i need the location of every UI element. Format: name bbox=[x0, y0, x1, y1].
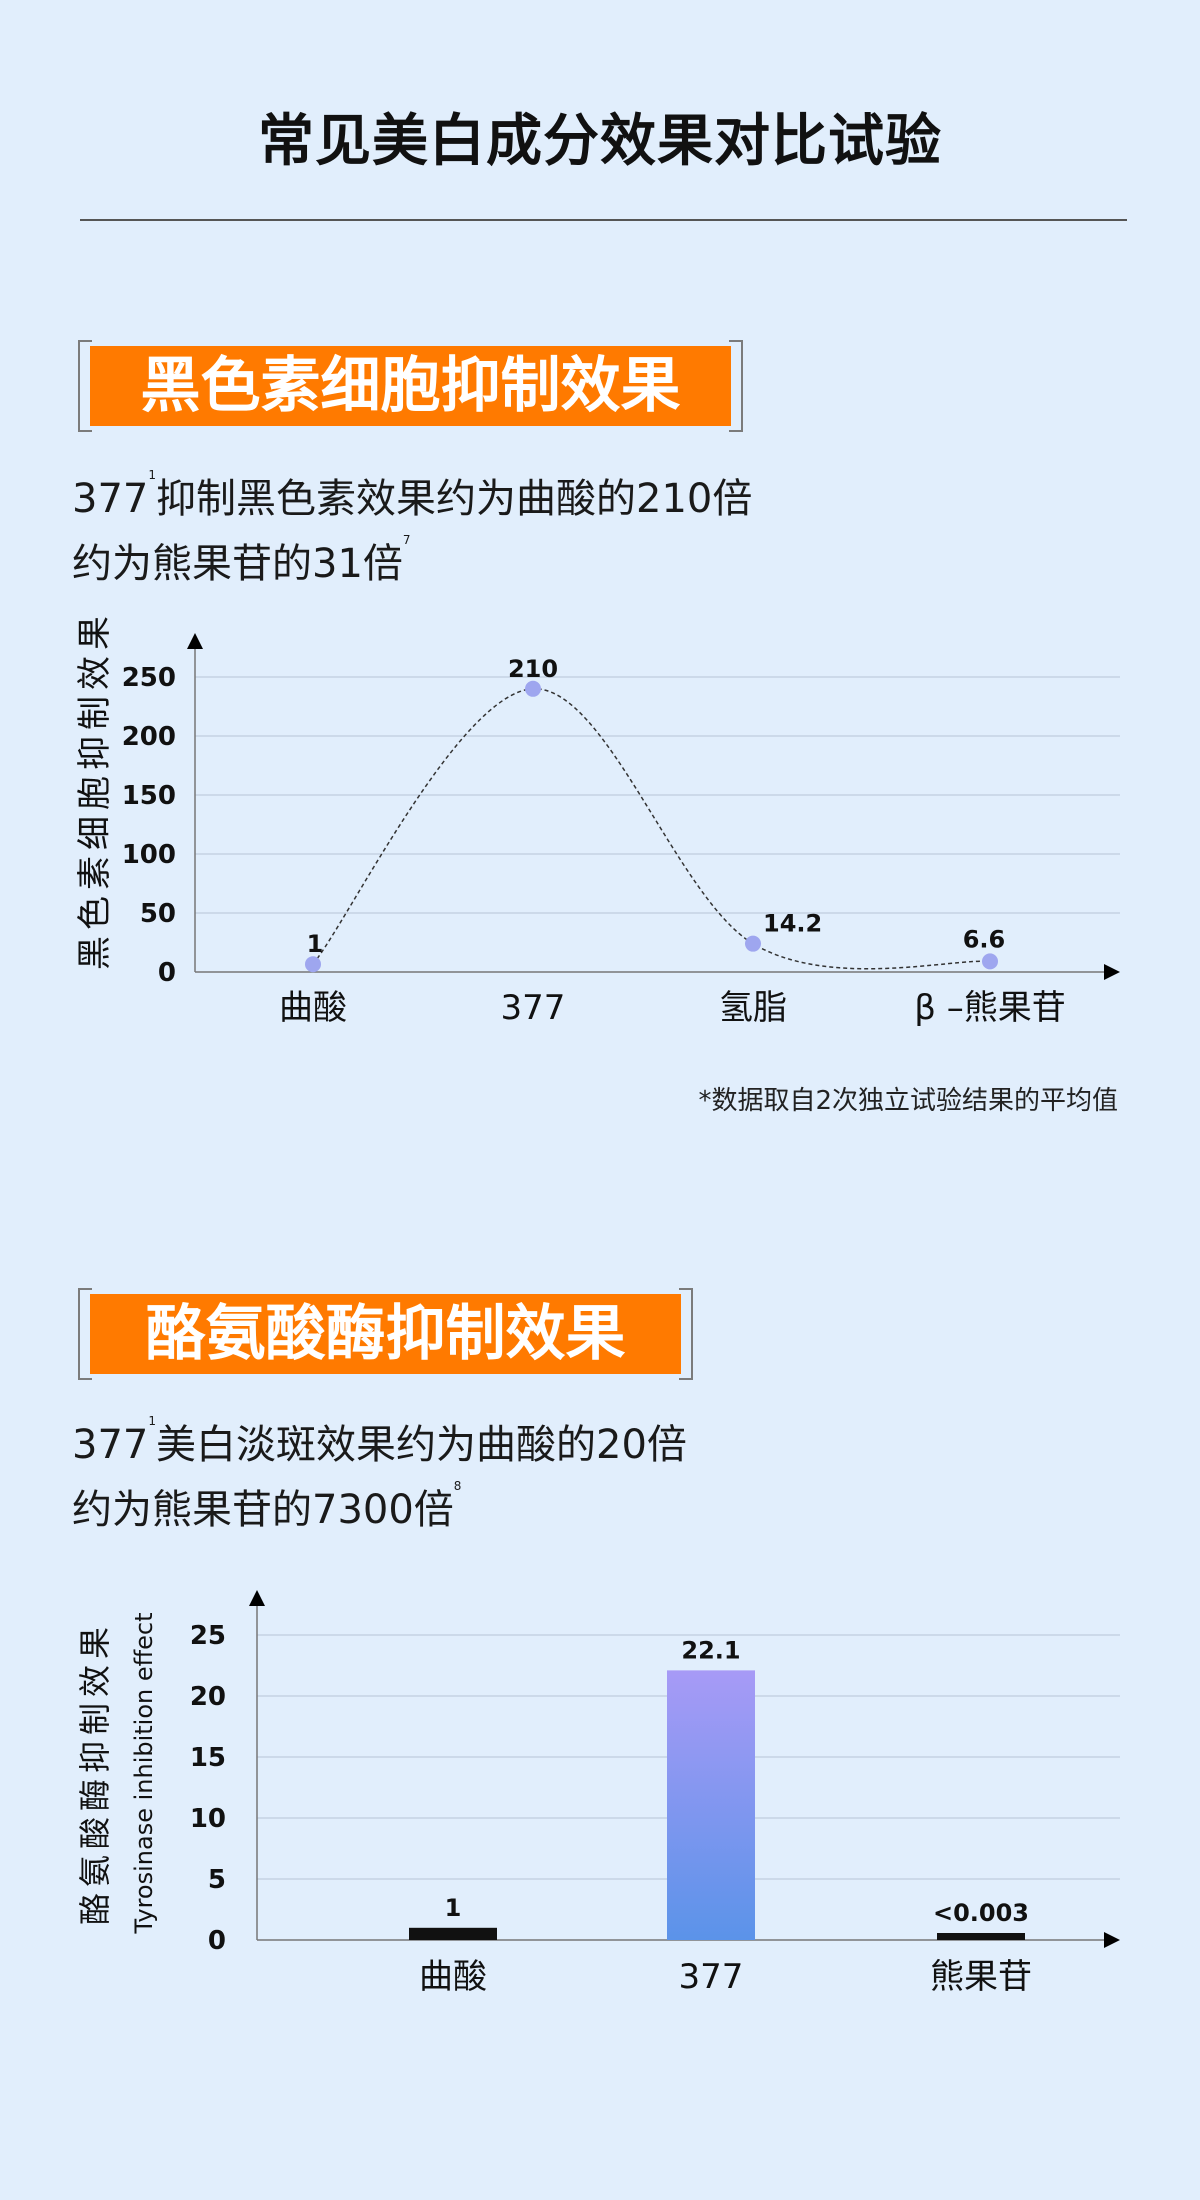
axes bbox=[187, 633, 1120, 980]
bracket-left bbox=[78, 340, 92, 432]
section-title: 黑色素细胞抑制效果 bbox=[90, 346, 731, 426]
title-divider bbox=[80, 219, 1127, 221]
data-points bbox=[305, 680, 998, 973]
y-axis-label: 酪氨酸酶抑制效果 bbox=[76, 1621, 114, 1925]
bracket-left bbox=[78, 1288, 92, 1380]
bar bbox=[937, 1933, 1025, 1940]
data-point bbox=[305, 956, 321, 973]
melanocyte-line-chart: 0 50 100 150 200 250 1 210 14.2 6.6 曲酸 377 氢脂 β –熊果… bbox=[75, 610, 1120, 1028]
y-tick-labels: 0 50 100 150 200 250 bbox=[122, 663, 176, 988]
y-tick-label: 200 bbox=[122, 722, 176, 752]
y-tick-labels: 0 5 10 15 20 25 bbox=[190, 1621, 226, 1956]
y-tick-label: 100 bbox=[122, 840, 176, 870]
data-label: 14.2 bbox=[763, 910, 822, 938]
footnote-ref: 8 bbox=[453, 1479, 462, 1493]
x-tick-label: 377 bbox=[679, 1957, 744, 1997]
y-axis-label: 黑色素细胞抑制效果 bbox=[75, 610, 115, 970]
x-tick-label: β –熊果苷 bbox=[914, 988, 1066, 1028]
footnote-ref: 7 bbox=[402, 533, 411, 547]
claim-product: 377 bbox=[72, 1422, 149, 1468]
y-tick-label: 0 bbox=[158, 958, 176, 988]
x-tick-label: 曲酸 bbox=[279, 988, 347, 1028]
data-label: <0.003 bbox=[933, 1899, 1029, 1927]
data-label: 1 bbox=[445, 1894, 462, 1922]
y-tick-label: 25 bbox=[190, 1621, 226, 1651]
x-tick-label: 377 bbox=[501, 988, 566, 1028]
y-axis-arrow bbox=[249, 1590, 265, 1606]
x-tick-labels: 曲酸 377 熊果苷 bbox=[419, 1957, 1032, 1997]
data-point bbox=[982, 953, 998, 970]
x-tick-label: 熊果苷 bbox=[930, 1957, 1032, 1997]
claim-text: 约为熊果苷的7300倍 bbox=[72, 1487, 454, 1533]
x-axis-arrow bbox=[1104, 964, 1120, 980]
y-tick-label: 10 bbox=[190, 1804, 226, 1834]
tyrosinase-bar-chart: 0 5 10 15 20 25 1 22.1 <0.003 曲酸 377 熊果苷 酪氨酸酶抑制效果… bbox=[76, 1590, 1120, 1997]
claim-text: 美白淡斑效果约为曲酸的20倍 bbox=[156, 1422, 687, 1468]
y-tick-label: 5 bbox=[208, 1865, 226, 1895]
section-title: 酪氨酸酶抑制效果 bbox=[90, 1294, 681, 1374]
data-labels: 1 22.1 <0.003 bbox=[445, 1636, 1029, 1927]
y-axis-arrow bbox=[187, 633, 203, 649]
claim-line-1: 3771抑制黑色素效果约为曲酸的210倍 bbox=[72, 466, 752, 524]
claim-line-1: 3771美白淡斑效果约为曲酸的20倍 bbox=[72, 1412, 687, 1470]
data-label: 210 bbox=[508, 655, 558, 683]
bars bbox=[409, 1670, 1025, 1940]
data-label: 22.1 bbox=[681, 1636, 740, 1664]
x-axis-arrow bbox=[1104, 1932, 1120, 1948]
y-tick-label: 15 bbox=[190, 1743, 226, 1773]
y-tick-label: 20 bbox=[190, 1682, 226, 1712]
claim-line-2: 约为熊果苷的31倍7 bbox=[72, 531, 411, 589]
grid bbox=[195, 676, 1120, 914]
claim-text: 抑制黑色素效果约为曲酸的210倍 bbox=[156, 476, 753, 522]
y-tick-label: 150 bbox=[122, 781, 176, 811]
data-label: 6.6 bbox=[963, 925, 1006, 953]
x-tick-label: 氢脂 bbox=[719, 988, 787, 1028]
x-tick-labels: 曲酸 377 氢脂 β –熊果苷 bbox=[279, 988, 1066, 1028]
footnote-ref: 1 bbox=[148, 1414, 156, 1428]
footnote: *数据取自2次独立试验结果的平均值 bbox=[698, 1086, 1118, 1116]
claim-product: 377 bbox=[72, 476, 149, 522]
section-header-melanocyte: 黑色素细胞抑制效果 bbox=[78, 340, 743, 432]
bracket-right bbox=[679, 1288, 693, 1380]
section-header-tyrosinase: 酪氨酸酶抑制效果 bbox=[78, 1288, 693, 1380]
data-label: 1 bbox=[307, 930, 324, 958]
y-tick-label: 250 bbox=[122, 663, 176, 693]
claim-text: 约为熊果苷的31倍 bbox=[72, 541, 403, 587]
page-title: 常见美白成分效果对比试验 bbox=[258, 109, 942, 174]
y-tick-label: 50 bbox=[140, 899, 176, 929]
data-point bbox=[525, 680, 541, 697]
claim-line-2: 约为熊果苷的7300倍8 bbox=[72, 1477, 461, 1535]
bar bbox=[409, 1927, 497, 1940]
data-labels: 1 210 14.2 6.6 bbox=[307, 655, 1006, 958]
y-tick-label: 0 bbox=[208, 1926, 226, 1956]
x-tick-label: 曲酸 bbox=[419, 1957, 487, 1997]
bracket-right bbox=[729, 340, 743, 432]
y-axis-label-english: Tyrosinase inhibition effect bbox=[130, 1612, 158, 1934]
footnote-ref: 1 bbox=[148, 468, 156, 482]
data-point bbox=[745, 935, 761, 952]
series-line bbox=[312, 688, 991, 970]
bar bbox=[667, 1670, 755, 1940]
